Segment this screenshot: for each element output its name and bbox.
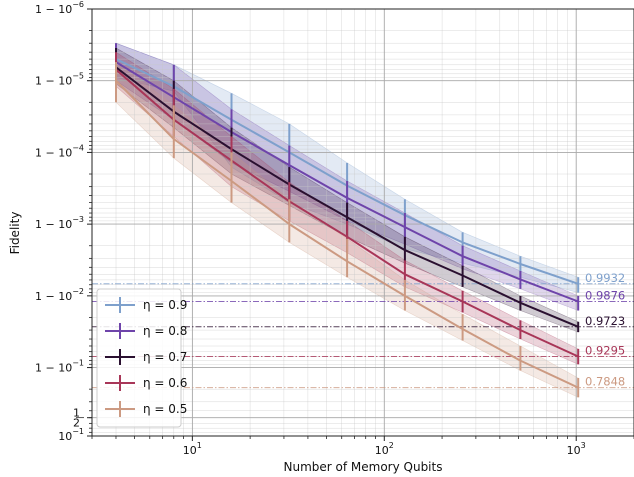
- legend: η = 0.9 η = 0.8 η = 0.7 η = 0.6 η = 0.5: [96, 288, 187, 428]
- end-label-0: 0.9932: [585, 271, 625, 285]
- y-tick-label: 1 − 10−6: [35, 0, 84, 16]
- x-tick-label: 101: [183, 441, 202, 457]
- legend-label-2: η = 0.7: [143, 350, 187, 364]
- reference-lines: [92, 283, 634, 389]
- legend-box: [96, 288, 182, 428]
- y-axis-label: Fidelity: [8, 212, 22, 255]
- end-label-3: 0.9295: [585, 343, 625, 357]
- y-tick-label: 10−1: [58, 427, 84, 443]
- y-tick-label: 1 − 10−4: [35, 143, 84, 159]
- end-label-4: 0.7848: [585, 375, 625, 389]
- data-series: [115, 43, 580, 398]
- end-label-1: 0.9876: [585, 289, 625, 303]
- legend-label-4: η = 0.5: [143, 402, 187, 416]
- axes-frame: [91, 8, 634, 437]
- end-labels: 0.9932 0.9876 0.9723 0.9295 0.7848: [585, 271, 625, 389]
- y-tick-label: 1 − 10−1: [35, 359, 84, 375]
- legend-label-1: η = 0.8: [143, 324, 187, 338]
- x-tick-label: 103: [567, 441, 586, 457]
- legend-label-0: η = 0.9: [143, 298, 187, 312]
- x-tick-label: 102: [375, 441, 394, 457]
- y-tick-label: 1 − 10−2: [35, 287, 84, 303]
- y-tick-label: 1 − 10−5: [35, 72, 84, 88]
- end-label-2: 0.9723: [585, 314, 625, 328]
- y-tick-label: 1 − 10−3: [35, 215, 84, 231]
- plot-frame: [91, 8, 634, 437]
- legend-label-3: η = 0.6: [143, 376, 187, 390]
- x-axis-label: Number of Memory Qubits: [284, 460, 443, 474]
